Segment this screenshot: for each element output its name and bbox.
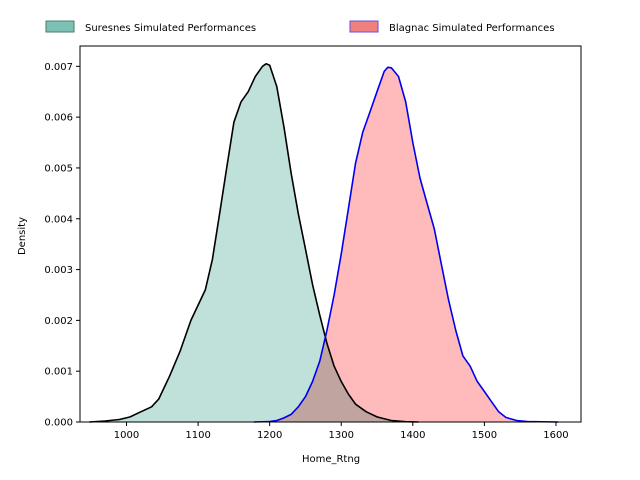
plot-area bbox=[89, 63, 559, 423]
x-tick-label: 1100 bbox=[185, 430, 210, 441]
y-tick-label: 0.002 bbox=[44, 316, 73, 327]
x-tick-label: 1600 bbox=[543, 430, 568, 441]
plot-frame bbox=[79, 45, 582, 423]
legend-label-suresnes: Suresnes Simulated Performances bbox=[85, 23, 256, 34]
axes: 1000 1100 1200 1300 1400 1500 1600 0.000 0.001 0.… bbox=[44, 45, 582, 441]
x-tick-label: 1400 bbox=[400, 430, 425, 441]
series-area-0 bbox=[89, 63, 419, 423]
legend-swatch-blagnac bbox=[349, 20, 379, 33]
x-tick-label: 1300 bbox=[329, 430, 354, 441]
legend-swatch-suresnes bbox=[45, 20, 75, 33]
series-line-1 bbox=[253, 66, 559, 423]
y-axis-label: Density bbox=[17, 217, 28, 255]
series-area-1 bbox=[253, 67, 559, 423]
y-tick-label: 0.000 bbox=[44, 418, 73, 429]
x-tick-label: 1000 bbox=[114, 430, 139, 441]
y-tick-label: 0.003 bbox=[44, 265, 73, 276]
series-line-0 bbox=[89, 63, 419, 423]
y-tick-label: 0.005 bbox=[44, 163, 73, 174]
y-tick-label: 0.004 bbox=[44, 214, 73, 225]
y-tick-label: 0.007 bbox=[44, 62, 73, 73]
x-tick-label: 1200 bbox=[257, 430, 282, 441]
y-tick-label: 0.006 bbox=[44, 113, 73, 124]
legend-label-blagnac: Blagnac Simulated Performances bbox=[389, 23, 555, 34]
x-tick-label: 1500 bbox=[472, 430, 497, 441]
legend: Suresnes Simulated Performances Blagnac … bbox=[45, 20, 555, 34]
y-tick-label: 0.001 bbox=[44, 367, 73, 378]
x-axis-label: Home_Rtng bbox=[302, 454, 360, 465]
